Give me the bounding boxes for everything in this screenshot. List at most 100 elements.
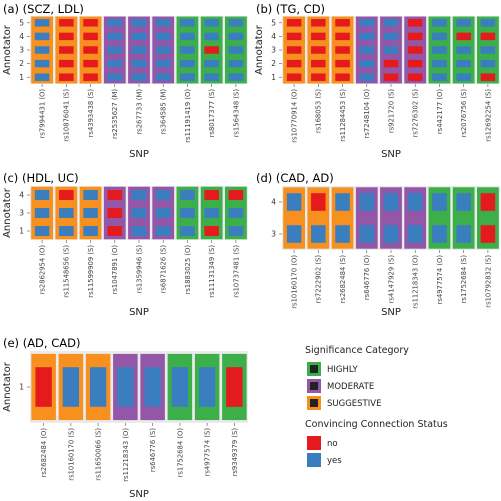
panel-2: (b) (TG, CD) 1 2 3 4 5 rs10770914 (O) rs168053 … [254, 2, 500, 160]
x-tick-label: rs4977574 (S) [204, 428, 212, 477]
x-tick-label: rs646776 (O) [363, 255, 371, 300]
status-cell [480, 73, 496, 81]
status-cell [407, 59, 423, 68]
y-tick-label: 3 [271, 230, 276, 239]
status-cell [34, 46, 50, 54]
panel-5: (e) (AD, CAD) 1 rs2682484 (O) rs10160170 (S… [2, 336, 248, 500]
y-axis-title: Annotator [254, 24, 265, 75]
status-cell [198, 367, 216, 407]
status-cell [155, 190, 171, 200]
y-tick-label: 4 [19, 191, 24, 200]
status-cell [383, 59, 399, 68]
status-cell [286, 59, 302, 68]
status-cell [107, 32, 123, 41]
status-cell [335, 19, 350, 27]
x-tick-label: rs1752684 (O) [176, 428, 184, 478]
status-cell [155, 19, 171, 27]
status-cell [456, 59, 471, 68]
status-cell [34, 73, 50, 81]
x-tick-label: rs267733 (M) [135, 89, 143, 135]
status-cell [228, 226, 244, 236]
legend-label: yes [327, 456, 342, 466]
status-cell [383, 46, 399, 54]
x-tick-label: rs11650066 (S) [95, 428, 103, 481]
status-cell [228, 59, 244, 68]
y-axis-title: Annotator [2, 187, 13, 238]
x-tick-label: rs10160170 (O) [291, 255, 299, 309]
status-cell [155, 32, 171, 41]
x-axis-title: SNP [129, 307, 149, 318]
status-cell [383, 32, 399, 41]
status-cell [311, 193, 326, 211]
status-cell [383, 225, 399, 243]
x-tick-label: rs1359946 (S) [135, 245, 143, 294]
x-tick-label: rs442177 (O) [436, 89, 444, 134]
status-cell [286, 73, 302, 81]
x-tick-label: rs12692254 (S) [484, 89, 492, 142]
status-cell [228, 208, 244, 218]
x-tick-label: rs7222902 (S) [315, 255, 323, 304]
status-cell [204, 226, 219, 236]
panel-label: (a) (SCZ, LDL) [3, 2, 84, 16]
status-cell [155, 208, 171, 218]
status-cell [83, 208, 98, 218]
status-cell [59, 59, 74, 68]
x-tick-label: rs10737481 (S) [232, 245, 240, 298]
y-axis-title: Annotator [2, 361, 13, 412]
x-tick-label: rs4977574 (O) [436, 255, 444, 305]
status-cell [335, 46, 350, 54]
status-cell [180, 208, 195, 218]
status-cell [107, 73, 123, 81]
status-cell [107, 190, 123, 200]
x-tick-label: rs7248104 (O) [363, 89, 371, 139]
x-tick-label: rs6871626 (S) [160, 245, 168, 294]
status-cell [228, 190, 244, 200]
status-cell [228, 19, 244, 27]
panel-1: (a) (SCZ, LDL) 1 2 3 4 5 rs7994431 (O) rs108760… [2, 2, 248, 160]
status-cell [155, 73, 171, 81]
y-tick-label: 2 [271, 59, 276, 68]
legend-swatch-no [307, 436, 321, 450]
status-cell [335, 73, 350, 81]
status-cell [131, 46, 147, 54]
legend-label: MODERATE [327, 382, 374, 392]
status-cell [359, 19, 375, 27]
status-cell [34, 59, 50, 68]
status-cell [131, 190, 147, 200]
status-cell [180, 46, 195, 54]
status-cell [131, 208, 147, 218]
significance-legend-title: Significance Category [305, 345, 409, 356]
status-cell [131, 32, 147, 41]
y-tick-label: 2 [19, 59, 24, 68]
status-cell [83, 226, 98, 236]
status-cell [155, 226, 171, 236]
status-cell [286, 46, 302, 54]
status-cell [456, 193, 471, 211]
status-cell [59, 73, 74, 81]
x-tick-label: rs10160170 (S) [67, 428, 75, 481]
status-cell [407, 19, 423, 27]
x-tick-label: rs2682484 (S) [339, 255, 347, 304]
status-cell [131, 59, 147, 68]
x-axis-title: SNP [381, 307, 401, 318]
status-cell [480, 193, 496, 211]
legend-label: SUGGESTIVE [327, 399, 381, 409]
status-cell [432, 59, 447, 68]
status-cell [204, 19, 219, 27]
status-cell [432, 73, 447, 81]
status-cell [117, 367, 134, 407]
status-cell [83, 32, 98, 41]
status-cell [204, 190, 219, 200]
status-cell [383, 19, 399, 27]
status-cell [432, 19, 447, 27]
status-cell [107, 59, 123, 68]
status-cell [204, 208, 219, 218]
status-cell [83, 190, 98, 200]
status-cell [407, 73, 423, 81]
status-cell [107, 226, 123, 236]
status-cell [204, 59, 219, 68]
status-cell [180, 190, 195, 200]
y-tick-label: 4 [271, 32, 276, 41]
